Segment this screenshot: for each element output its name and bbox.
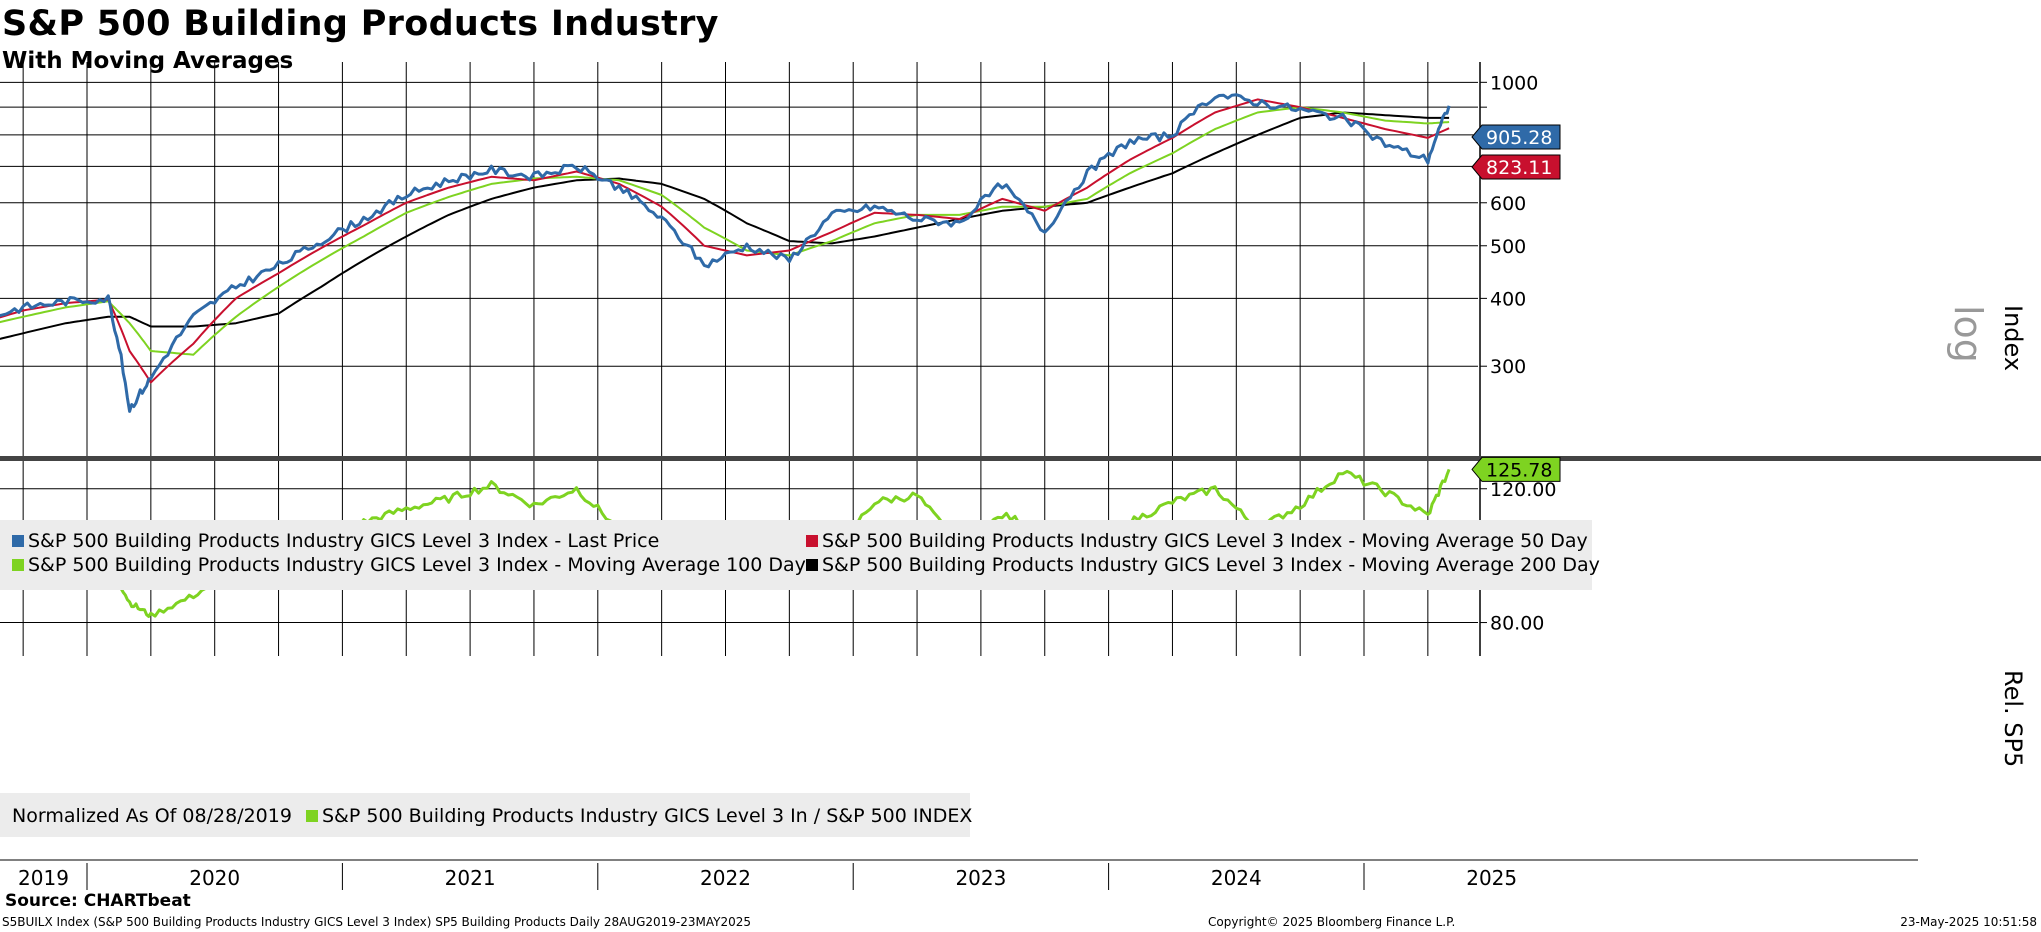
legend-label-ma50: S&P 500 Building Products Industry GICS …: [822, 530, 1588, 552]
value-tag-text: 823.11: [1486, 157, 1552, 179]
series-line-ma100: [0, 106, 1450, 356]
legend-label-relative: S&P 500 Building Products Industry GICS …: [322, 805, 972, 827]
legend-swatch-ma200: [806, 559, 818, 571]
panel1-series: [0, 93, 1451, 413]
y-tick-label: 120.00: [1490, 479, 1556, 501]
footer-copyright: Copyright© 2025 Bloomberg Finance L.P.: [1208, 915, 1456, 929]
legend-swatch-relative: [306, 810, 318, 822]
value-tag-shape: [1471, 154, 1561, 180]
legend-swatch-ma100: [12, 559, 24, 571]
x-year-label: 2019: [18, 866, 69, 890]
x-year-label: 2025: [1466, 866, 1517, 890]
x-year-label: 2023: [955, 866, 1006, 890]
footer-ticker-info: S5BUILX Index (S&P 500 Building Products…: [2, 915, 752, 929]
x-year-label: 2020: [189, 866, 240, 890]
footer-timestamp: 23-May-2025 10:51:58: [1900, 915, 2037, 929]
y-tick-label: 80.00: [1490, 613, 1544, 635]
y-tick-label: 600: [1490, 193, 1526, 215]
y-tick-label: 1000: [1490, 72, 1538, 94]
y-tick-label: 400: [1490, 288, 1526, 310]
source-note: Source: CHARTbeat: [5, 891, 191, 911]
value-tag-shape: [1471, 456, 1561, 482]
y-tick-label: 300: [1490, 356, 1526, 378]
x-year-label: 2024: [1211, 866, 1262, 890]
legend-swatch-last_price: [12, 535, 24, 547]
legend-swatch-ma50: [806, 535, 818, 547]
series-line-last_price: [0, 93, 1451, 413]
legend-panel1: [0, 520, 1592, 590]
value-tag-shape: [1471, 124, 1561, 150]
value-tag-text: 905.28: [1486, 127, 1552, 149]
x-year-label: 2021: [445, 866, 496, 890]
y-tick-label: 500: [1490, 236, 1526, 258]
log-scale-label: log: [1946, 305, 1990, 363]
series-line-ma200: [0, 111, 1450, 340]
value-tag-relative: 125.78: [1471, 456, 1561, 482]
legend-label-ma100: S&P 500 Building Products Industry GICS …: [28, 554, 806, 576]
legend-normalized-note: Normalized As Of 08/28/2019: [12, 805, 292, 827]
panel-separator: [0, 456, 2041, 461]
chart-subtitle: With Moving Averages: [2, 48, 294, 74]
y-axis-title: Index: [1999, 305, 2027, 371]
value-tag-text: 125.78: [1486, 459, 1552, 481]
legend-panel2: [0, 793, 970, 837]
y-axis-title: Rel. SP5: [1999, 670, 2027, 767]
chart-title: S&P 500 Building Products Industry: [2, 4, 719, 44]
x-year-label: 2022: [700, 866, 751, 890]
legend-label-last_price: S&P 500 Building Products Industry GICS …: [28, 530, 659, 552]
value-tag-last_price: 905.28: [1471, 124, 1561, 150]
legend-label-ma200: S&P 500 Building Products Industry GICS …: [822, 554, 1600, 576]
value-tag-ma50: 823.11: [1471, 154, 1561, 180]
series-line-ma50: [0, 98, 1450, 384]
